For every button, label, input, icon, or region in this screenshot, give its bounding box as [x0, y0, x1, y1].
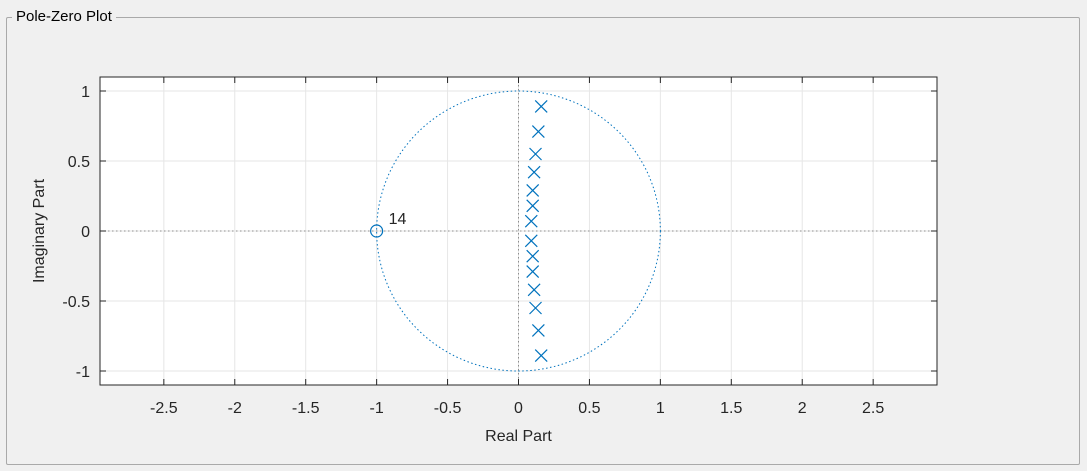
guide-lines [100, 77, 937, 385]
panel-frame [6, 17, 1080, 465]
pole-marker [527, 283, 541, 297]
unit-circle [376, 90, 661, 372]
pole-marker [531, 125, 545, 139]
pole-marker-stroke [529, 147, 542, 161]
y-tick-label: 0 [81, 224, 90, 241]
x-tick-label: -2 [228, 400, 242, 417]
pole-marker-stroke [526, 183, 540, 197]
pole-marker-stroke [526, 199, 540, 213]
pole-marker-stroke [529, 301, 542, 315]
x-tick-label: 2 [798, 400, 807, 417]
x-tick-label: -1.5 [292, 400, 320, 417]
pole-marker [529, 301, 542, 315]
panel-title: Pole-Zero Plot [12, 8, 116, 26]
pole-marker [524, 214, 538, 228]
pole-marker [526, 249, 540, 263]
x-tick-label: -2.5 [150, 400, 178, 417]
y-axis-label: Imaginary Part [31, 178, 48, 283]
pole-marker [534, 349, 548, 363]
x-tick-label: 1.5 [720, 400, 742, 417]
pole-marker [526, 265, 540, 279]
pole-marker [534, 99, 548, 113]
pole-marker-stroke [531, 323, 545, 337]
pole-marker [531, 323, 545, 337]
pole-marker [529, 147, 542, 161]
pole-marker [524, 234, 538, 248]
pole-marker-stroke [534, 99, 548, 113]
x-tick-label: -1 [370, 400, 384, 417]
tick-labels: -2.5 -2 -1.5 -1 -0.5 0 0.5 1 1.5 2 2.5 -1 -0.5 0 0.5 1 [62, 77, 937, 417]
y-tick-label: -1 [76, 364, 90, 381]
pole-marker [527, 165, 541, 179]
pole-marker-stroke [524, 214, 538, 228]
pole-marker-stroke [527, 283, 541, 297]
chart-marks: 14 [370, 99, 548, 363]
y-tick-label: -0.5 [62, 294, 90, 311]
y-tick-label: 1 [81, 84, 90, 101]
pole-marker-stroke [526, 265, 540, 279]
grid-lines [100, 77, 937, 385]
x-tick-label: -0.5 [434, 400, 462, 417]
pole-marker-stroke [531, 125, 545, 139]
pole-marker [526, 183, 540, 197]
x-tick-label: 0 [514, 400, 523, 417]
x-tick-label: 1 [656, 400, 665, 417]
x-tick-label: 2.5 [862, 400, 884, 417]
pole-marker-stroke [527, 165, 541, 179]
zero-marker [370, 224, 384, 238]
pole-marker-stroke [524, 234, 538, 248]
x-tick-label: 0.5 [578, 400, 600, 417]
pole-marker [526, 199, 540, 213]
pole-marker-stroke [534, 349, 548, 363]
pole-marker-stroke [526, 249, 540, 263]
y-tick-label: 0.5 [68, 154, 90, 171]
x-axis-label: Real Part [485, 428, 552, 445]
zero-multiplicity-label: 14 [389, 211, 407, 228]
